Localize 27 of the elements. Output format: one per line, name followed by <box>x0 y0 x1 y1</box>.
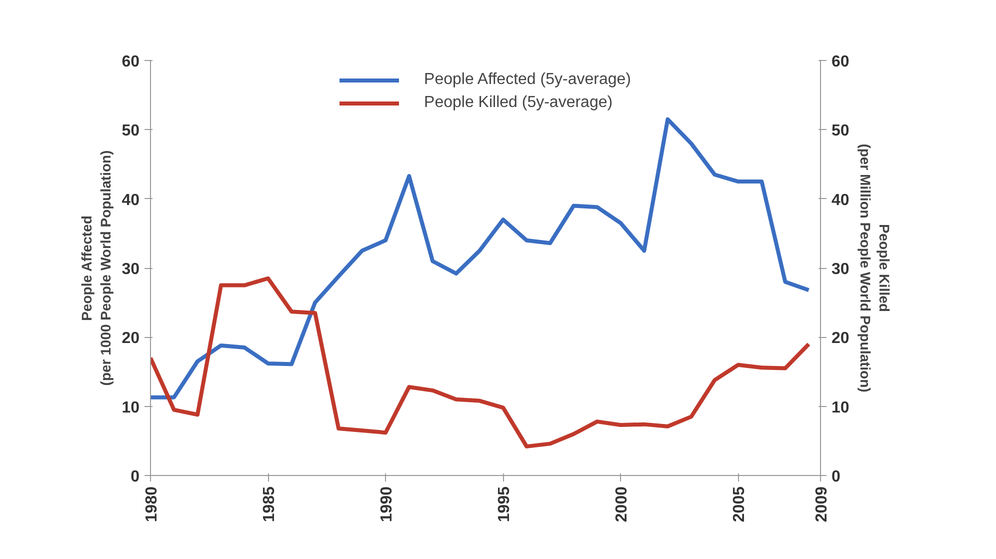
x-tick-label: 1990 <box>378 486 396 522</box>
x-tick-label: 2005 <box>731 486 748 522</box>
y-tick-label: 0 <box>130 468 140 486</box>
y2-tick-label: 60 <box>832 54 850 70</box>
y2-tick-label: 40 <box>832 192 850 209</box>
y-tick-label: 40 <box>122 192 140 209</box>
y2-axis-title: People Killed (per Million People World Population) <box>857 144 892 392</box>
line-series <box>150 276 811 448</box>
y-tick-label: 50 <box>122 122 140 140</box>
x-tick-label: 1985 <box>261 486 278 522</box>
y2-tick-label: 20 <box>832 330 850 348</box>
y2-tick-label: 0 <box>832 468 840 486</box>
x-tick-label: 1980 <box>144 486 160 522</box>
x-tick-label: 2009 <box>814 486 830 522</box>
y-axis-title: People Affected (per 1000 People World Population) <box>78 150 114 386</box>
legend-label: People Affected (5y-average) <box>424 71 631 89</box>
y-tick-label: 60 <box>122 54 140 70</box>
y2-tick-label: 30 <box>832 261 850 278</box>
y-tick-label: 30 <box>122 261 140 278</box>
y2-tick-label: 10 <box>832 399 850 416</box>
y-tick-label: 10 <box>122 399 140 416</box>
y2-tick-label: 50 <box>832 122 850 140</box>
y-tick-label: 20 <box>122 330 140 348</box>
legend-label: People Killed (5y-average) <box>424 94 613 112</box>
x-tick-label: 1995 <box>496 486 514 522</box>
x-tick-label: 2000 <box>614 486 631 522</box>
line-series <box>150 117 811 400</box>
